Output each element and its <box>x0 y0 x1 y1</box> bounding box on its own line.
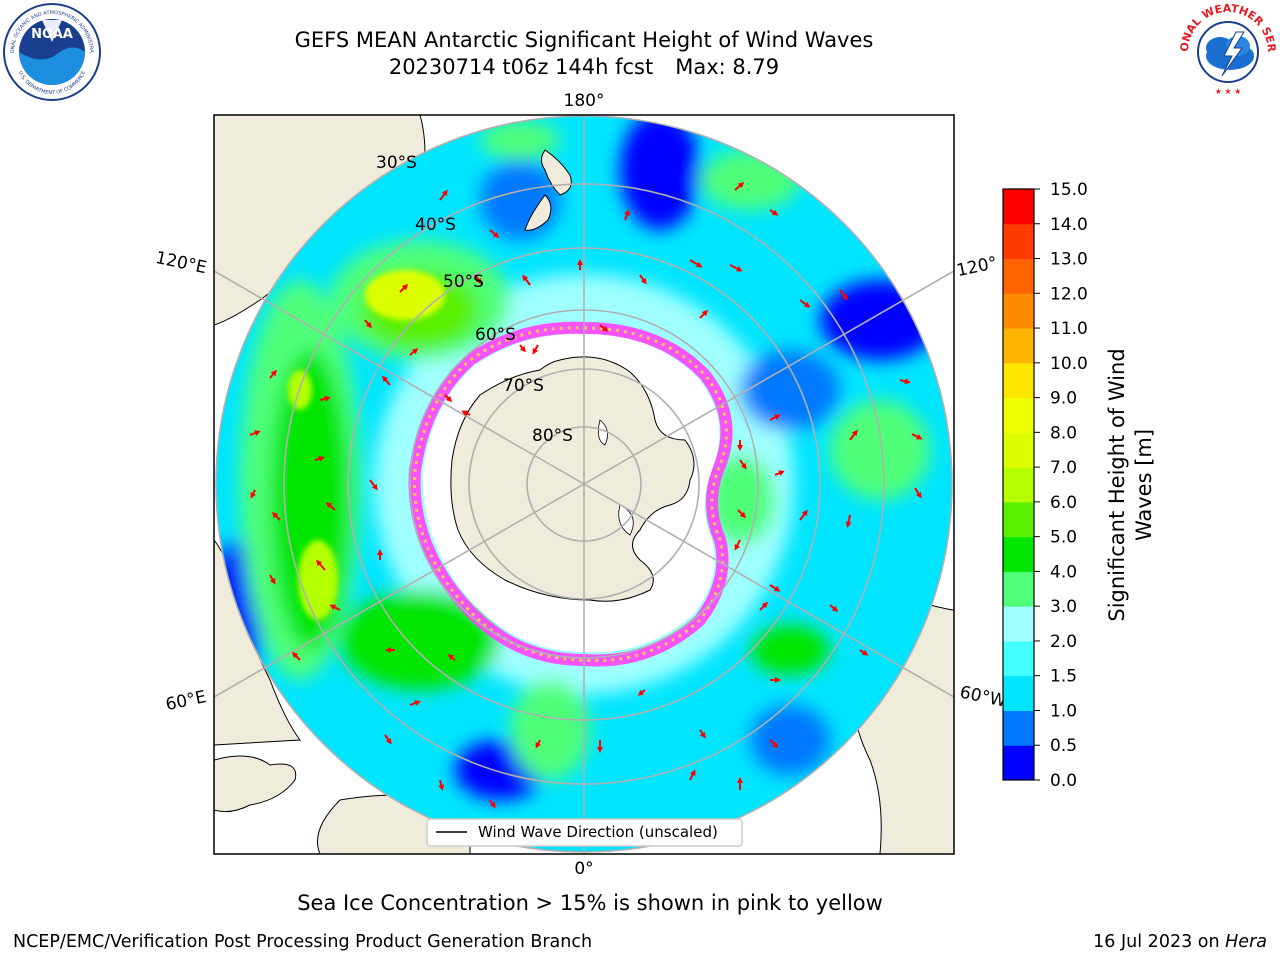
sea-ice-caption: Sea Ice Concentration > 15% is shown in … <box>297 891 883 915</box>
lat-label-70s: 70°S <box>503 376 544 396</box>
colorbar-tick-label: 1.0 <box>1050 701 1077 721</box>
colorbar-band <box>1003 710 1034 746</box>
colorbar-band <box>1003 189 1034 225</box>
wind-wave-arrows <box>249 182 923 809</box>
footer-host: Hera <box>1225 932 1267 952</box>
colorbar-band <box>1003 571 1034 607</box>
colorbar: 0.0 0.5 1.0 1.5 2.0 3.0 4.0 5.0 6.0 7.0 8.0 9.0 10.0… <box>1002 180 1156 791</box>
lat-label-30s: 30°S <box>376 153 417 173</box>
colorbar-tick-label: 9.0 <box>1050 389 1077 409</box>
colorbar-band <box>1003 745 1034 781</box>
colorbar-band <box>1003 328 1034 364</box>
max-value: Max: 8.79 <box>675 55 780 79</box>
lon-label-upper-right: 120° <box>955 253 999 281</box>
colorbar-tick-label: 0.5 <box>1050 736 1077 756</box>
antarctica <box>450 356 695 602</box>
lat-label-50s: 50°S <box>443 272 484 292</box>
colorbar-tick-label: 13.0 <box>1050 250 1088 270</box>
colorbar-band <box>1003 501 1034 538</box>
noaa-logo: NOAA NATIONAL OCEANIC AND ATMOSPHERIC AD… <box>2 2 101 101</box>
lat-label-60s: 60°S <box>475 325 516 345</box>
colorbar-tick-label: 5.0 <box>1050 528 1077 548</box>
lon-label-lower-right: 60°W <box>958 682 1008 711</box>
lon-label-upper-left: 120°E <box>154 248 209 278</box>
colorbar-tick-label: 11.0 <box>1050 319 1088 339</box>
colorbar-band <box>1003 362 1034 399</box>
colorbar-band <box>1003 675 1034 711</box>
lon-label-lower-left: 60°E <box>164 687 208 715</box>
colorbar-band <box>1003 397 1034 433</box>
graticule <box>214 115 954 854</box>
colorbar-tick-label: 6.0 <box>1050 493 1077 513</box>
legend-label: Wind Wave Direction (unscaled) <box>478 823 718 841</box>
colorbar-tick-label: 8.0 <box>1050 423 1077 443</box>
colorbar-label-line1: Significant Height of Wind <box>1105 348 1129 621</box>
new-zealand <box>524 149 572 231</box>
footer-date-text: 16 Jul 2023 on <box>1093 932 1226 952</box>
colorbar-band <box>1003 606 1034 642</box>
map-frame <box>213 114 955 855</box>
colorbar-tick-label: 2.0 <box>1050 632 1077 652</box>
footer-date: 16 Jul 2023 on Hera <box>1093 932 1267 952</box>
lat-label-40s: 40°S <box>415 215 456 235</box>
lat-label-80s: 80°S <box>532 426 573 446</box>
colorbar-band <box>1003 536 1034 572</box>
map-subtitle: 20230714 t06z 144h fcst Max: 8.79 <box>184 54 984 80</box>
lon-label-top: 180° <box>564 91 605 111</box>
colorbar-tick-label: 3.0 <box>1050 597 1077 617</box>
colorbar-band <box>1003 467 1034 503</box>
colorbar-tick-label: 1.5 <box>1050 667 1077 687</box>
lon-label-bottom: 0° <box>574 859 593 879</box>
map-title: GEFS MEAN Antarctic Significant Height o… <box>294 28 874 52</box>
colorbar-label-line2: Waves [m] <box>1132 429 1156 541</box>
colorbar-tick-label: 0.0 <box>1050 771 1077 791</box>
colorbar-tick-label: 12.0 <box>1050 284 1088 304</box>
colorbar-tick-label: 14.0 <box>1050 215 1088 235</box>
svg-text:★ ★ ★: ★ ★ ★ <box>1215 87 1242 96</box>
colorbar-tick-label: 4.0 <box>1050 562 1077 582</box>
colorbar-tick-label: 10.0 <box>1050 354 1088 374</box>
colorbar-tick-label: 7.0 <box>1050 458 1077 478</box>
colorbar-band <box>1003 640 1034 677</box>
colorbar-band <box>1003 293 1034 329</box>
colorbar-band <box>1003 223 1034 260</box>
nws-logo: NATIONAL WEATHER SERVICE ★ ★ ★ <box>1178 0 1278 97</box>
colorbar-band <box>1003 258 1034 294</box>
colorbar-tick-label: 15.0 <box>1050 180 1088 200</box>
colorbar-band <box>1003 432 1034 468</box>
noaa-logo-text: NOAA <box>31 27 73 42</box>
map-legend: Wind Wave Direction (unscaled) <box>426 818 743 847</box>
forecast-run: 20230714 t06z 144h fcst <box>388 55 654 79</box>
footer-credit: NCEP/EMC/Verification Post Processing Pr… <box>13 932 593 952</box>
